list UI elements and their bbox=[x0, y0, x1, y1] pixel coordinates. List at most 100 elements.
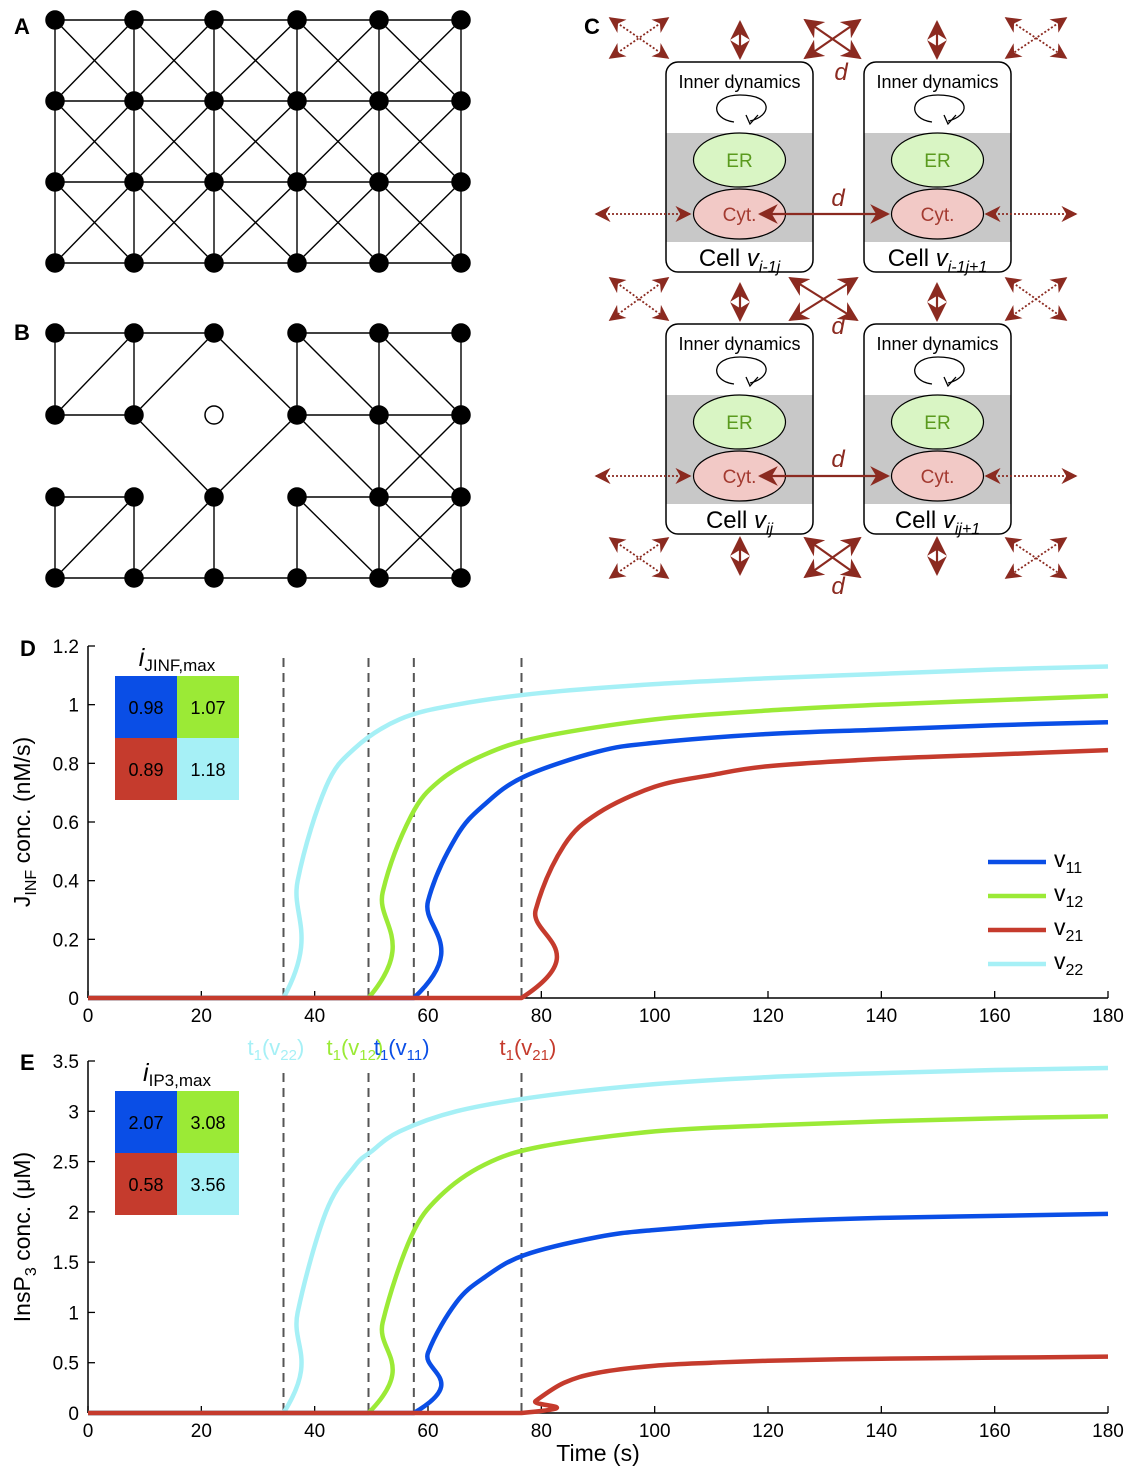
y-tick-label: 1 bbox=[68, 1303, 79, 1324]
coupling-arrow-diagonal bbox=[803, 18, 862, 60]
graph-edge bbox=[54, 100, 135, 183]
onset-label-v12: t1(v12) bbox=[327, 1035, 384, 1064]
graph-node bbox=[287, 172, 307, 192]
heatmap-cell bbox=[115, 1153, 177, 1215]
heatmap-value: 3.56 bbox=[190, 1175, 225, 1195]
x-tick-label: 60 bbox=[417, 1421, 438, 1442]
graph-node bbox=[451, 487, 471, 507]
cyt-label: Cyt. bbox=[723, 467, 757, 488]
graph-node bbox=[451, 253, 471, 273]
graph-node bbox=[124, 568, 144, 588]
y-axis-title: JINF conc. (nM/s) bbox=[9, 737, 40, 907]
graph-edge bbox=[296, 100, 380, 183]
heatmap-cell bbox=[177, 1153, 239, 1215]
cell-label: Cell vij bbox=[706, 507, 774, 538]
graph-node bbox=[451, 172, 471, 192]
graph-edge bbox=[296, 19, 380, 102]
graph-node bbox=[369, 323, 389, 343]
graph-edge bbox=[54, 19, 135, 102]
x-tick-label: 160 bbox=[979, 1006, 1011, 1027]
er-label: ER bbox=[924, 413, 950, 434]
graph-node bbox=[287, 253, 307, 273]
y-tick-label: 0.8 bbox=[53, 754, 79, 775]
heatmap-value: 1.07 bbox=[190, 698, 225, 718]
y-tick-label: 0.5 bbox=[53, 1354, 79, 1375]
graph-edge bbox=[378, 332, 462, 416]
heatmap-cell bbox=[115, 738, 177, 800]
graph-node bbox=[45, 487, 65, 507]
graph-node bbox=[287, 405, 307, 425]
series-line-v12 bbox=[88, 693, 1109, 1001]
loop-arrowhead-icon bbox=[943, 114, 957, 126]
graph-edge bbox=[213, 332, 298, 416]
x-tick-label: 0 bbox=[83, 1421, 94, 1442]
cell-label: Cell vi-1j bbox=[699, 245, 781, 276]
graph-edge bbox=[296, 181, 380, 264]
graph-edge bbox=[54, 332, 135, 416]
graph-node bbox=[45, 568, 65, 588]
graph-node bbox=[369, 10, 389, 30]
graph-node bbox=[45, 323, 65, 343]
graph-node bbox=[369, 172, 389, 192]
er-compartment bbox=[692, 394, 787, 450]
outer-coupling-arrow bbox=[1004, 277, 1068, 321]
graph-node bbox=[451, 91, 471, 111]
graph-node bbox=[369, 487, 389, 507]
cell-coupling-diagram: Inner dynamics ER Cyt. Cell vi-1j Inner dyna… bbox=[594, 17, 1078, 600]
outer-coupling-arrow bbox=[608, 537, 670, 579]
x-tick-label: 180 bbox=[1092, 1421, 1124, 1442]
x-tick-label: 40 bbox=[304, 1421, 325, 1442]
x-tick-label: 180 bbox=[1092, 1006, 1124, 1027]
coupling-d-label: d bbox=[834, 59, 848, 86]
removed-node bbox=[204, 405, 224, 425]
graph-edge bbox=[133, 496, 215, 579]
x-tick-label: 120 bbox=[752, 1421, 784, 1442]
coupling-d-label: d bbox=[831, 446, 845, 473]
graph-edge bbox=[378, 19, 462, 102]
chart-jinf: 0 20 40 60 80 100 120 140 160 180 0 0.2 0.4 0.6 0.8 1 1.… bbox=[9, 637, 1124, 1064]
legend-label-v11: v11 bbox=[1054, 846, 1082, 877]
outer-coupling-arrow bbox=[608, 17, 670, 59]
graph-node bbox=[369, 568, 389, 588]
cell-box bbox=[665, 61, 814, 273]
outer-coupling-arrow bbox=[1004, 17, 1068, 59]
graph-node bbox=[287, 487, 307, 507]
graph-node bbox=[45, 172, 65, 192]
graph-node bbox=[124, 405, 144, 425]
x-tick-label: 140 bbox=[865, 1006, 897, 1027]
graph-node bbox=[204, 172, 224, 192]
y-tick-label: 1.2 bbox=[53, 637, 79, 658]
coupling-arrow-diagonal bbox=[803, 536, 862, 579]
inner-dynamics-label: Inner dynamics bbox=[876, 334, 998, 354]
y-tick-label: 0 bbox=[68, 989, 79, 1010]
feedback-loop-icon bbox=[914, 94, 965, 123]
heatmap-cell bbox=[115, 676, 177, 738]
graph-edge bbox=[54, 496, 135, 579]
inner-dynamics-label: Inner dynamics bbox=[678, 334, 800, 354]
x-tick-label: 80 bbox=[531, 1006, 552, 1027]
graph-node bbox=[124, 253, 144, 273]
lattice-graph-b bbox=[45, 323, 471, 588]
series-line-v22 bbox=[88, 1065, 1109, 1416]
loop-arrowhead-icon bbox=[745, 114, 759, 126]
x-tick-label: 100 bbox=[639, 1006, 671, 1027]
graph-edge bbox=[378, 100, 462, 183]
y-tick-label: 3 bbox=[68, 1102, 79, 1123]
series-line-v21 bbox=[88, 1354, 1109, 1416]
y-tick-label: 0.2 bbox=[53, 930, 79, 951]
graph-edge bbox=[133, 100, 215, 183]
cyt-label: Cyt. bbox=[921, 205, 955, 226]
cell-box bbox=[863, 61, 1012, 273]
legend-label-v22: v22 bbox=[1054, 948, 1083, 979]
graph-node bbox=[287, 91, 307, 111]
heatmap-title: iIP3,max bbox=[143, 1059, 211, 1090]
graph-edge bbox=[213, 19, 298, 102]
graph-node bbox=[287, 323, 307, 343]
graph-edge bbox=[133, 181, 215, 264]
y-tick-label: 0.6 bbox=[53, 813, 79, 834]
y-axis-title: InsP3 conc. (μM) bbox=[9, 1152, 40, 1322]
graph-edge bbox=[213, 414, 298, 498]
coupling-d-label: d bbox=[831, 573, 845, 600]
feedback-loop-icon bbox=[914, 356, 965, 385]
x-tick-label: 140 bbox=[865, 1421, 897, 1442]
